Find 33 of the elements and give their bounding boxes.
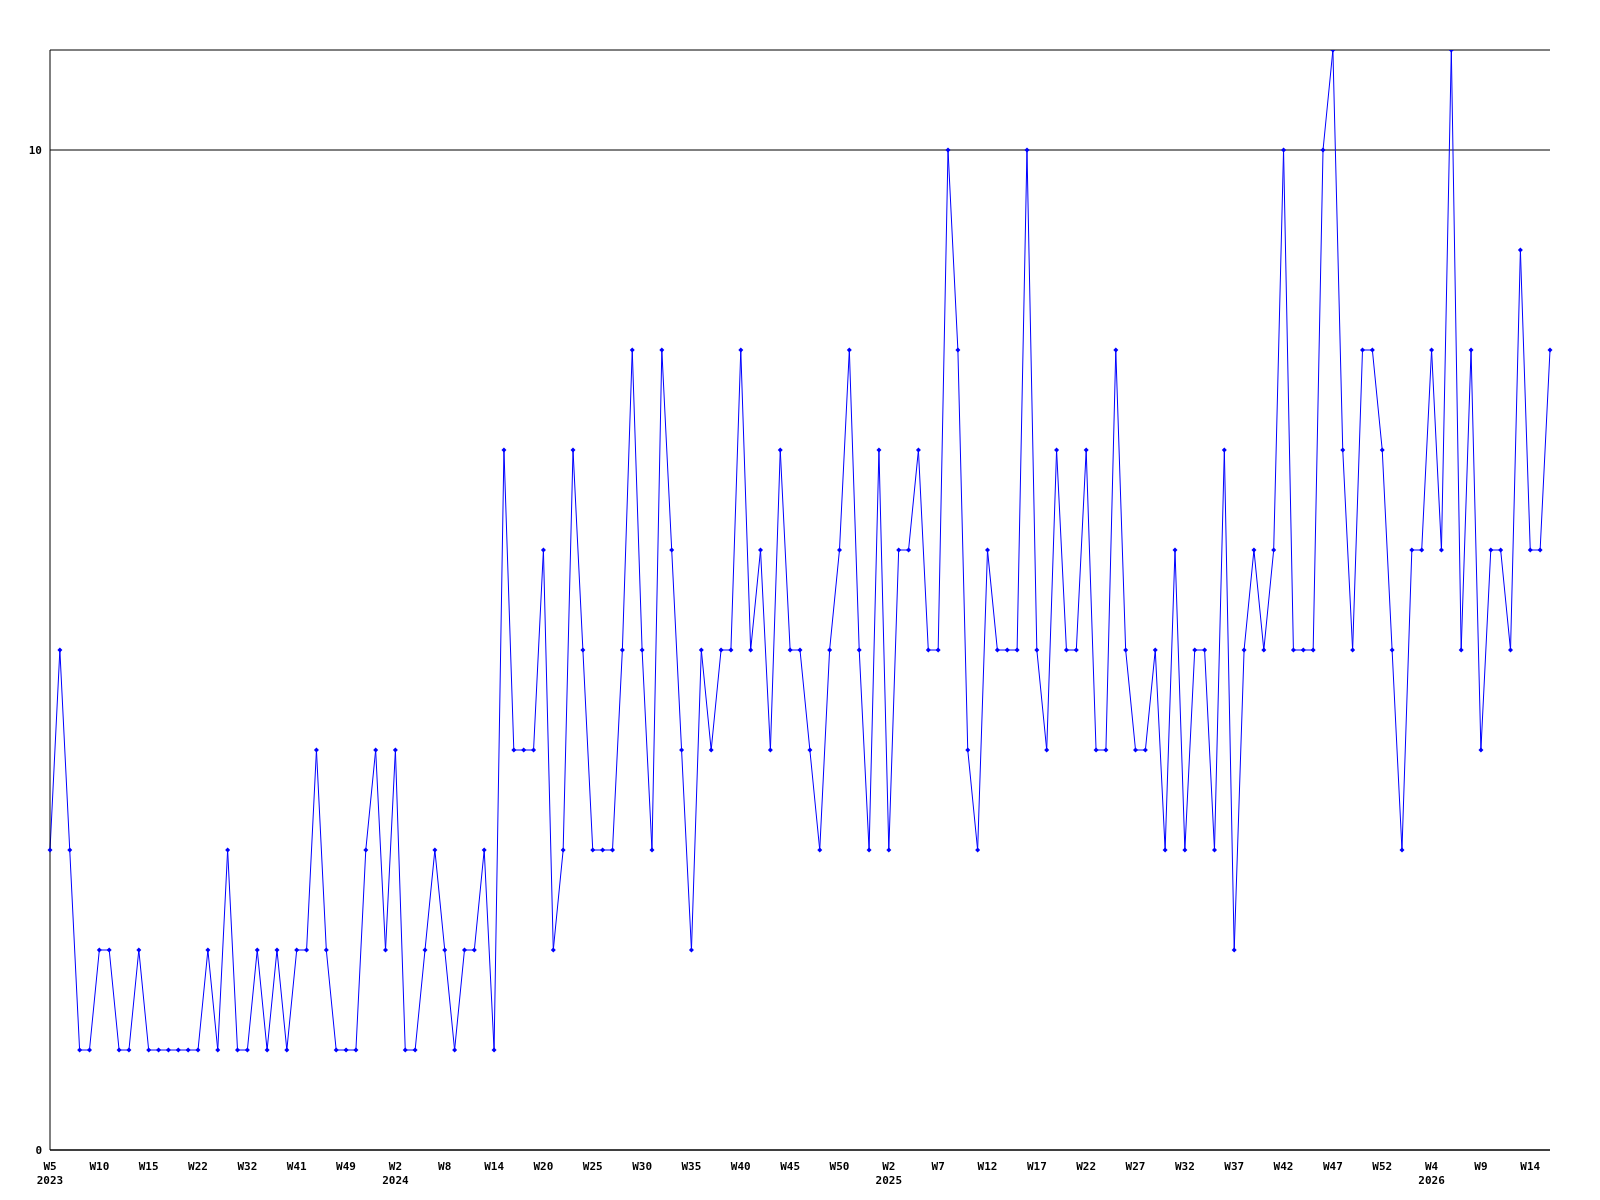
y-tick-label: 0 — [35, 1143, 42, 1157]
x-tick-label: W12 — [977, 1160, 998, 1173]
x-tick-label: W15 — [138, 1160, 159, 1173]
x-tick-label: W5 2023 — [36, 1160, 64, 1187]
x-tick-label: W2 2025 — [875, 1160, 903, 1187]
x-tick-label: W42 — [1273, 1160, 1294, 1173]
x-tick-label: W32 — [1174, 1160, 1195, 1173]
x-tick-label: W40 — [730, 1160, 751, 1173]
x-tick-label: W45 — [780, 1160, 801, 1173]
x-tick-label: W47 — [1322, 1160, 1343, 1173]
x-tick-label: W20 — [533, 1160, 554, 1173]
x-tick-label: W25 — [582, 1160, 603, 1173]
x-tick-label: W22 — [1076, 1160, 1097, 1173]
x-tick-label: W2 2024 — [382, 1160, 410, 1187]
x-tick-label: W32 — [237, 1160, 258, 1173]
x-tick-label: W10 — [89, 1160, 110, 1173]
x-tick-label: W7 — [931, 1160, 945, 1173]
x-tick-label: W50 — [829, 1160, 850, 1173]
x-tick-label: W30 — [632, 1160, 653, 1173]
x-tick-label: W27 — [1125, 1160, 1146, 1173]
x-tick-label: W14 — [1520, 1160, 1541, 1173]
x-tick-label: W9 — [1474, 1160, 1488, 1173]
x-tick-label: W35 — [681, 1160, 702, 1173]
x-tick-label: W52 — [1372, 1160, 1393, 1173]
x-tick-label: W37 — [1224, 1160, 1245, 1173]
y-tick-label: 10 — [28, 143, 42, 157]
x-tick-label: W22 — [188, 1160, 208, 1173]
x-tick-label: W8 — [438, 1160, 452, 1173]
x-tick-label: W41 — [286, 1160, 308, 1173]
x-tick-label: W4 2026 — [1418, 1160, 1446, 1187]
x-tick-label: W14 — [484, 1160, 505, 1173]
x-tick-label: W17 — [1026, 1160, 1047, 1173]
x-tick-label: W49 — [336, 1160, 356, 1173]
